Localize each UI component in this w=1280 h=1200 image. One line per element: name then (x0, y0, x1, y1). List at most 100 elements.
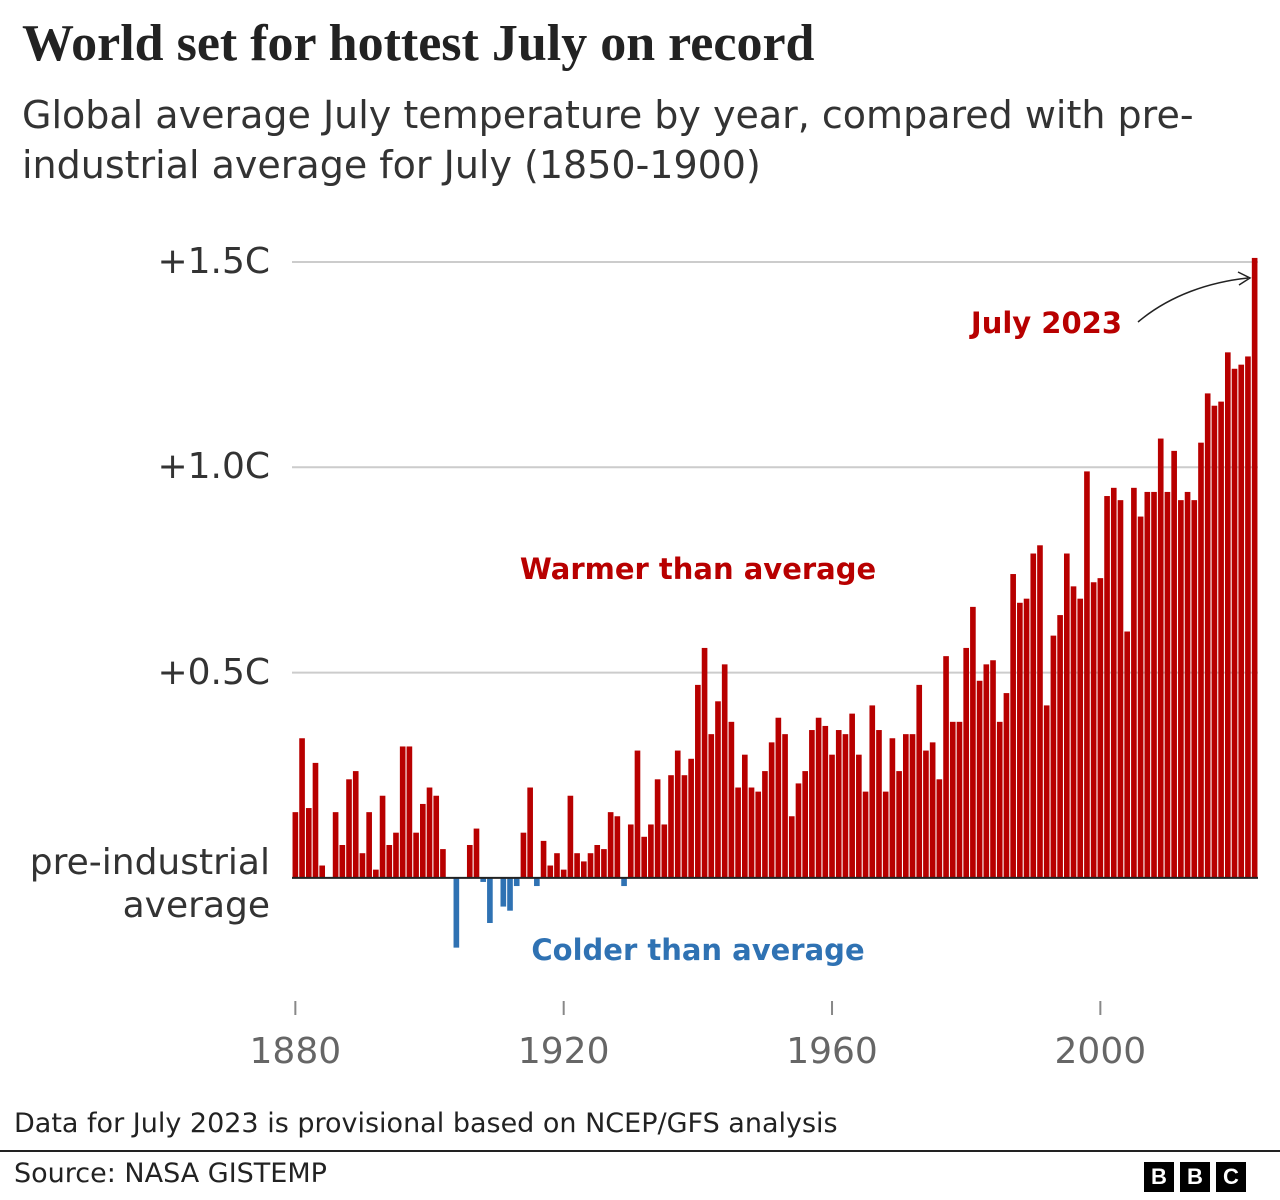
bar (788, 816, 795, 878)
bar (1124, 631, 1131, 878)
bar (990, 660, 996, 878)
logo-letter: C (1216, 1162, 1246, 1192)
bar (1204, 393, 1211, 878)
bar (916, 684, 923, 878)
bar (366, 812, 372, 878)
bar (513, 877, 520, 887)
bar (795, 783, 802, 878)
bar (1023, 598, 1030, 878)
bar (399, 746, 406, 878)
bar (560, 869, 567, 878)
bar (1117, 500, 1124, 878)
bar (534, 877, 540, 887)
y-tick-label: pre-industrial average (29, 841, 270, 926)
colder-label: Colder than average (531, 933, 864, 967)
chart-title: World set for hottest July on record (22, 15, 815, 72)
chart-subtitle: Global average July temperature by year,… (22, 93, 1194, 187)
bar (829, 754, 835, 878)
bar (440, 849, 446, 878)
bar (1097, 578, 1104, 878)
bar (701, 647, 708, 878)
bar (406, 746, 413, 878)
bar (1164, 491, 1171, 878)
bar (1245, 356, 1251, 878)
bar (768, 742, 775, 878)
note: Data for July 2023 is provisional based … (14, 1108, 838, 1139)
bar (1104, 496, 1110, 878)
bar (393, 832, 399, 878)
bar (601, 849, 607, 878)
bar (970, 606, 976, 878)
arrow (1137, 277, 1249, 323)
bar (373, 869, 379, 878)
bar (520, 832, 527, 878)
bar (822, 725, 829, 878)
bar (339, 844, 346, 878)
bar (1131, 487, 1137, 878)
bar (1157, 438, 1164, 878)
x-tick-label: 2000 (1055, 1031, 1147, 1072)
bar (1057, 615, 1063, 878)
bar (352, 771, 359, 878)
bar (1191, 500, 1198, 878)
bar (943, 656, 949, 878)
bar (1110, 487, 1117, 878)
bar (889, 738, 896, 878)
bar (554, 853, 560, 878)
bar (453, 877, 460, 948)
bar (1003, 693, 1010, 878)
bar (540, 840, 547, 878)
bar (809, 730, 815, 878)
bar (668, 775, 674, 878)
bar (627, 824, 634, 878)
bar (419, 803, 426, 878)
bar (963, 647, 970, 878)
bar (1171, 450, 1177, 878)
bar (695, 684, 701, 878)
x-tick-label: 1920 (518, 1031, 610, 1072)
logo-letter: B (1180, 1162, 1210, 1192)
bar (1077, 598, 1084, 878)
bar (641, 836, 648, 878)
bar (332, 812, 339, 878)
bar (547, 865, 554, 878)
bar (648, 824, 654, 878)
y-tick-label: +1.0C (157, 446, 270, 488)
bar (1184, 491, 1191, 878)
bar (346, 779, 352, 878)
bar (949, 721, 956, 878)
bar (433, 795, 440, 878)
bar (386, 844, 393, 878)
bar (721, 664, 728, 878)
bar (426, 787, 433, 878)
bar (1037, 545, 1043, 878)
bar (862, 791, 869, 878)
bar (735, 787, 741, 878)
chart: July 2023 Warmer than average Colder tha… (250, 257, 1258, 1072)
bar (1224, 352, 1231, 878)
bar (654, 779, 661, 878)
bar (614, 816, 621, 878)
bar (782, 734, 788, 878)
divider (0, 1150, 1280, 1152)
arrow-head (1237, 271, 1252, 286)
bar (802, 771, 809, 878)
highlight-label: July 2023 (969, 306, 1122, 340)
bar (856, 754, 862, 878)
warmer-label: Warmer than average (520, 552, 876, 586)
bar (621, 877, 627, 887)
bar (775, 717, 782, 878)
bar (480, 877, 487, 882)
bar (849, 713, 855, 878)
bar (1017, 602, 1023, 878)
bar (507, 877, 513, 911)
bar (815, 717, 822, 878)
bar (379, 795, 386, 878)
bar (835, 730, 842, 878)
bar (956, 721, 963, 878)
bar (413, 832, 419, 878)
bar (1090, 582, 1097, 878)
bar (1063, 553, 1070, 878)
bar (688, 758, 694, 878)
